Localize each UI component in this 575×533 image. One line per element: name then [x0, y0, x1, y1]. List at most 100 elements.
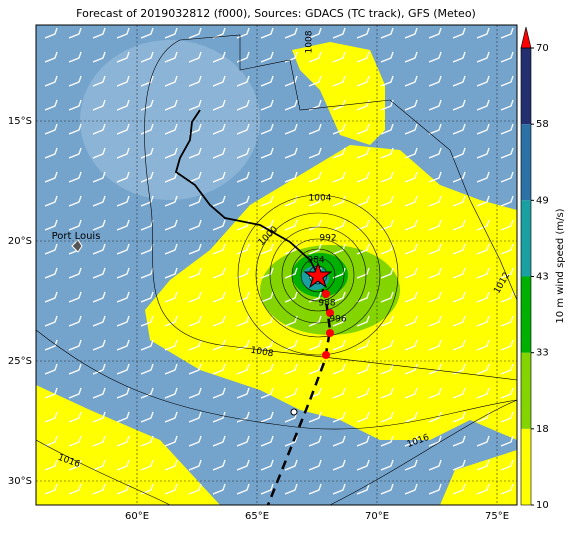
barb: [140, 315, 154, 327]
barb: [428, 243, 442, 255]
barb: [452, 27, 466, 39]
barb: [188, 387, 202, 399]
barb: [332, 291, 346, 303]
barb: [44, 339, 58, 351]
barb: [140, 99, 154, 111]
barb: [500, 387, 514, 399]
barb: [188, 435, 202, 447]
barb: [260, 387, 274, 399]
barb: [332, 387, 346, 399]
barb: [356, 411, 370, 423]
barb: [68, 123, 82, 135]
barb: [92, 75, 106, 87]
barb: [212, 411, 226, 423]
barb: [212, 219, 226, 231]
barb: [68, 27, 82, 39]
barb: [260, 459, 274, 471]
barb: [92, 435, 106, 447]
barb: [500, 435, 514, 447]
barb: [260, 123, 274, 135]
barb: [164, 123, 178, 135]
barb: [68, 99, 82, 111]
barb: [116, 123, 130, 135]
barb: [284, 339, 298, 351]
barb: [140, 339, 154, 351]
barb: [44, 51, 58, 63]
barb: [476, 267, 490, 279]
track-point: [290, 408, 298, 416]
barb: [308, 483, 322, 495]
place-label: Port Louis: [52, 231, 101, 242]
barb: [44, 459, 58, 471]
barb: [92, 339, 106, 351]
barb: [428, 387, 442, 399]
barb: [68, 363, 82, 375]
barb: [452, 315, 466, 327]
barb: [452, 147, 466, 159]
barb: [164, 459, 178, 471]
barb: [116, 363, 130, 375]
barb: [452, 99, 466, 111]
barb: [188, 75, 202, 87]
barb: [68, 459, 82, 471]
barb: [92, 459, 106, 471]
barb: [332, 267, 346, 279]
barb: [428, 147, 442, 159]
barb: [92, 291, 106, 303]
barb: [452, 435, 466, 447]
barb: [44, 267, 58, 279]
barb: [404, 75, 418, 87]
barb: [308, 123, 322, 135]
barb: [188, 51, 202, 63]
contour-label: 1008: [250, 346, 275, 360]
barb: [452, 267, 466, 279]
barb: [212, 267, 226, 279]
barb: [356, 291, 370, 303]
barb: [284, 75, 298, 87]
barb: [332, 123, 346, 135]
barb: [308, 315, 322, 327]
barb: [260, 411, 274, 423]
barb: [308, 243, 322, 255]
barb: [428, 195, 442, 207]
barb: [476, 51, 490, 63]
barb: [452, 219, 466, 231]
barb: [452, 75, 466, 87]
barb: [236, 267, 250, 279]
barb: [404, 363, 418, 375]
barb: [212, 291, 226, 303]
barb: [236, 291, 250, 303]
island: [71, 239, 83, 253]
barb: [500, 363, 514, 375]
barb: [212, 195, 226, 207]
barb: [356, 435, 370, 447]
barb: [140, 171, 154, 183]
barb: [332, 147, 346, 159]
barb: [308, 363, 322, 375]
barb: [452, 411, 466, 423]
barb: [476, 219, 490, 231]
lon-label: 70°E: [365, 511, 389, 522]
colorbar-extend: [520, 26, 532, 49]
colorbar-label: 10 m wind speed (m/s): [555, 208, 566, 323]
barb: [44, 195, 58, 207]
barb: [284, 267, 298, 279]
barb: [44, 27, 58, 39]
barb: [68, 315, 82, 327]
barb: [380, 339, 394, 351]
barb: [380, 459, 394, 471]
colorbar-tick-label: 10: [536, 500, 549, 511]
barb: [500, 195, 514, 207]
barb: [404, 243, 418, 255]
barb: [284, 219, 298, 231]
barb: [428, 171, 442, 183]
barb: [452, 387, 466, 399]
barb: [164, 51, 178, 63]
barb: [140, 435, 154, 447]
barb: [452, 243, 466, 255]
barb: [332, 195, 346, 207]
barb: [140, 459, 154, 471]
barb: [164, 99, 178, 111]
barb: [236, 123, 250, 135]
